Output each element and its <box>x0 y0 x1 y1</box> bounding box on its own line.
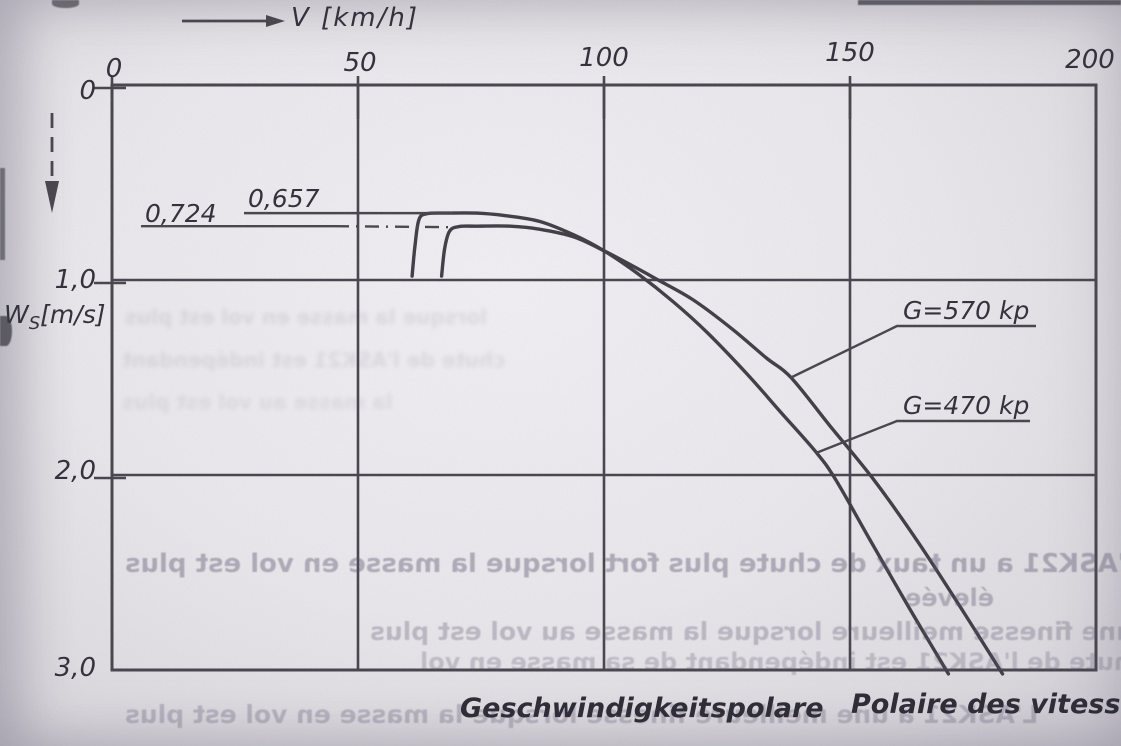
scan-edge-artifact-left <box>0 168 5 260</box>
bleed-through-line: chute de l'ASK21 est indépendant <box>122 348 506 372</box>
x-tick-label-150: 150 <box>825 38 875 68</box>
y-axis-title: WS[m/s] <box>4 300 105 334</box>
y-tick-label-1: 1,0 <box>54 265 96 295</box>
x-tick-label-200: 200 <box>1065 45 1115 75</box>
x-tick-label-0: 0 <box>105 54 123 84</box>
bleed-through-line: Le taux de chute de l'ASK21 est indépend… <box>420 648 1121 676</box>
y-tick-label-2: 2,0 <box>54 456 96 486</box>
y-tick-label-3: 3,0 <box>54 653 96 683</box>
y-tick-label-0: 0 <box>79 76 96 106</box>
bleed-through-line: L'ASK21 a une finesse meilleure lorsque … <box>370 617 1121 646</box>
min-sink-value-light: 0,657 <box>248 184 320 213</box>
bleed-through-line: L'ASK21 a un taux de chute plus fort lor… <box>125 549 1121 579</box>
x-axis-title: V [km/h] <box>291 3 419 33</box>
bleed-through-line: la masse au vol est plus <box>122 390 393 414</box>
y-axis-symbol-subscript: S <box>28 313 41 334</box>
scan-edge-artifact-top <box>858 0 1121 5</box>
scan-blob-left <box>0 316 12 346</box>
caption-french: Polaire des vitesses <box>851 689 1121 720</box>
x-tick-label-50: 50 <box>343 48 377 78</box>
bleed-through-line: élevée <box>905 584 994 612</box>
scan-blob-top-left <box>52 0 79 8</box>
x-tick-label-100: 100 <box>579 43 629 73</box>
y-axis-unit: [m/s] <box>40 300 106 329</box>
min-sink-value-heavy: 0,724 <box>145 199 217 228</box>
caption-german: Geschwindigkeitspolare <box>460 693 824 724</box>
bleed-through-line: lorsque la masse en vol est plus <box>125 305 488 329</box>
weight-label-570kp: G=570 kp <box>903 296 1030 325</box>
weight-label-470kp: G=470 kp <box>903 391 1030 420</box>
